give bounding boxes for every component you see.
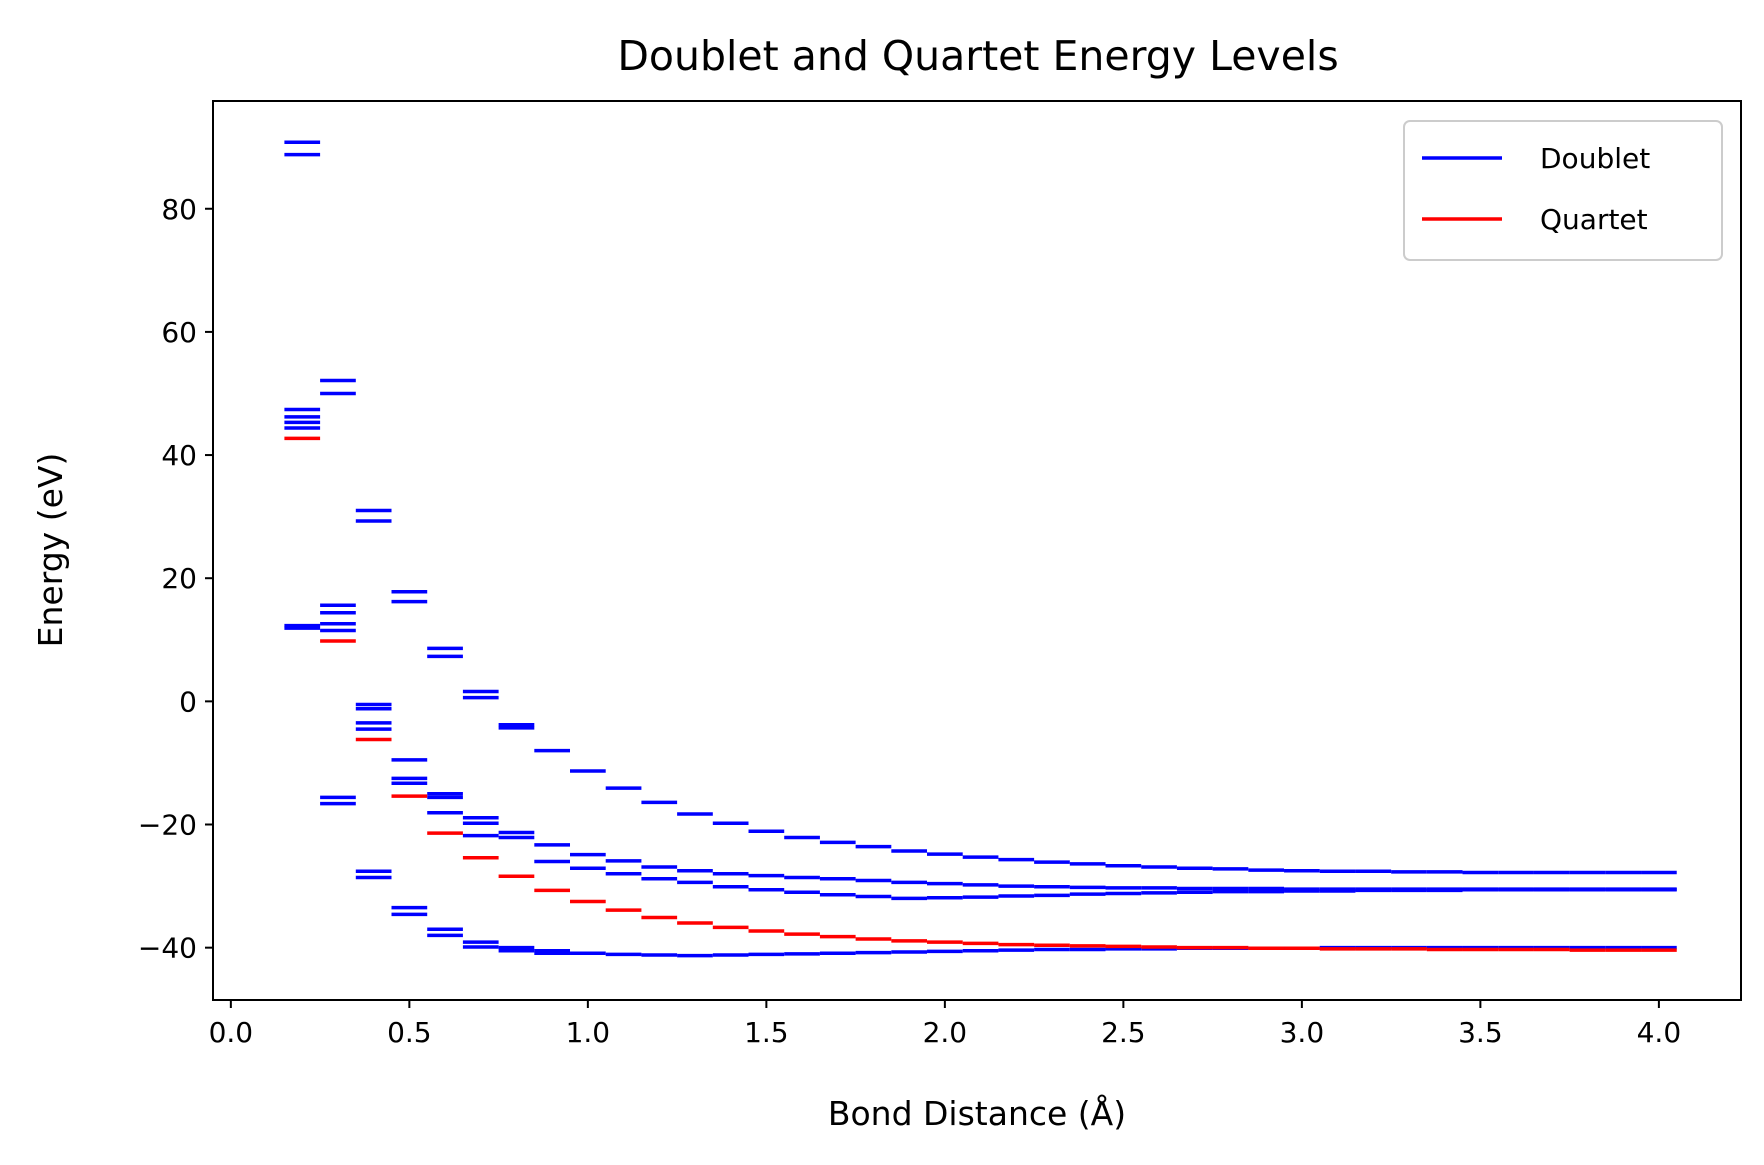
y-tick-label: 0 — [179, 685, 197, 718]
x-tick-label: 0.5 — [387, 1016, 432, 1049]
legend-label-quartet: Quartet — [1540, 203, 1648, 236]
doublet-levels — [284, 140, 1677, 958]
x-tick-label: 3.5 — [1458, 1016, 1503, 1049]
x-axis-label: Bond Distance (Å) — [828, 1093, 1126, 1133]
x-tick-label: 3.0 — [1280, 1016, 1325, 1049]
y-tick-label: 80 — [161, 193, 197, 226]
x-tick-label: 1.5 — [744, 1016, 789, 1049]
plot-frame — [212, 100, 1742, 1001]
quartet-levels — [284, 436, 1677, 952]
y-tick-label: 60 — [161, 316, 197, 349]
y-axis-ticks: −40 −20 0 20 40 60 80 — [138, 193, 213, 965]
x-tick-label: 2.5 — [1101, 1016, 1146, 1049]
y-tick-label: −40 — [138, 932, 197, 965]
legend-label-doublet: Doublet — [1540, 142, 1650, 175]
x-tick-label: 1.0 — [566, 1016, 611, 1049]
x-axis-ticks: 0.0 0.5 1.0 1.5 2.0 2.5 3.0 3.5 4.0 — [209, 1000, 1682, 1049]
plot-area — [284, 140, 1677, 958]
legend-box — [1403, 120, 1723, 261]
x-tick-label: 0.0 — [209, 1016, 254, 1049]
x-tick-label: 2.0 — [923, 1016, 968, 1049]
legend: Doublet Quartet — [1403, 120, 1723, 261]
y-tick-label: 40 — [161, 439, 197, 472]
y-axis-label: Energy (eV) — [31, 453, 70, 648]
y-tick-label: −20 — [138, 809, 197, 842]
y-tick-label: 20 — [161, 562, 197, 595]
chart-title: Doublet and Quartet Energy Levels — [617, 32, 1338, 80]
x-tick-label: 4.0 — [1637, 1016, 1682, 1049]
